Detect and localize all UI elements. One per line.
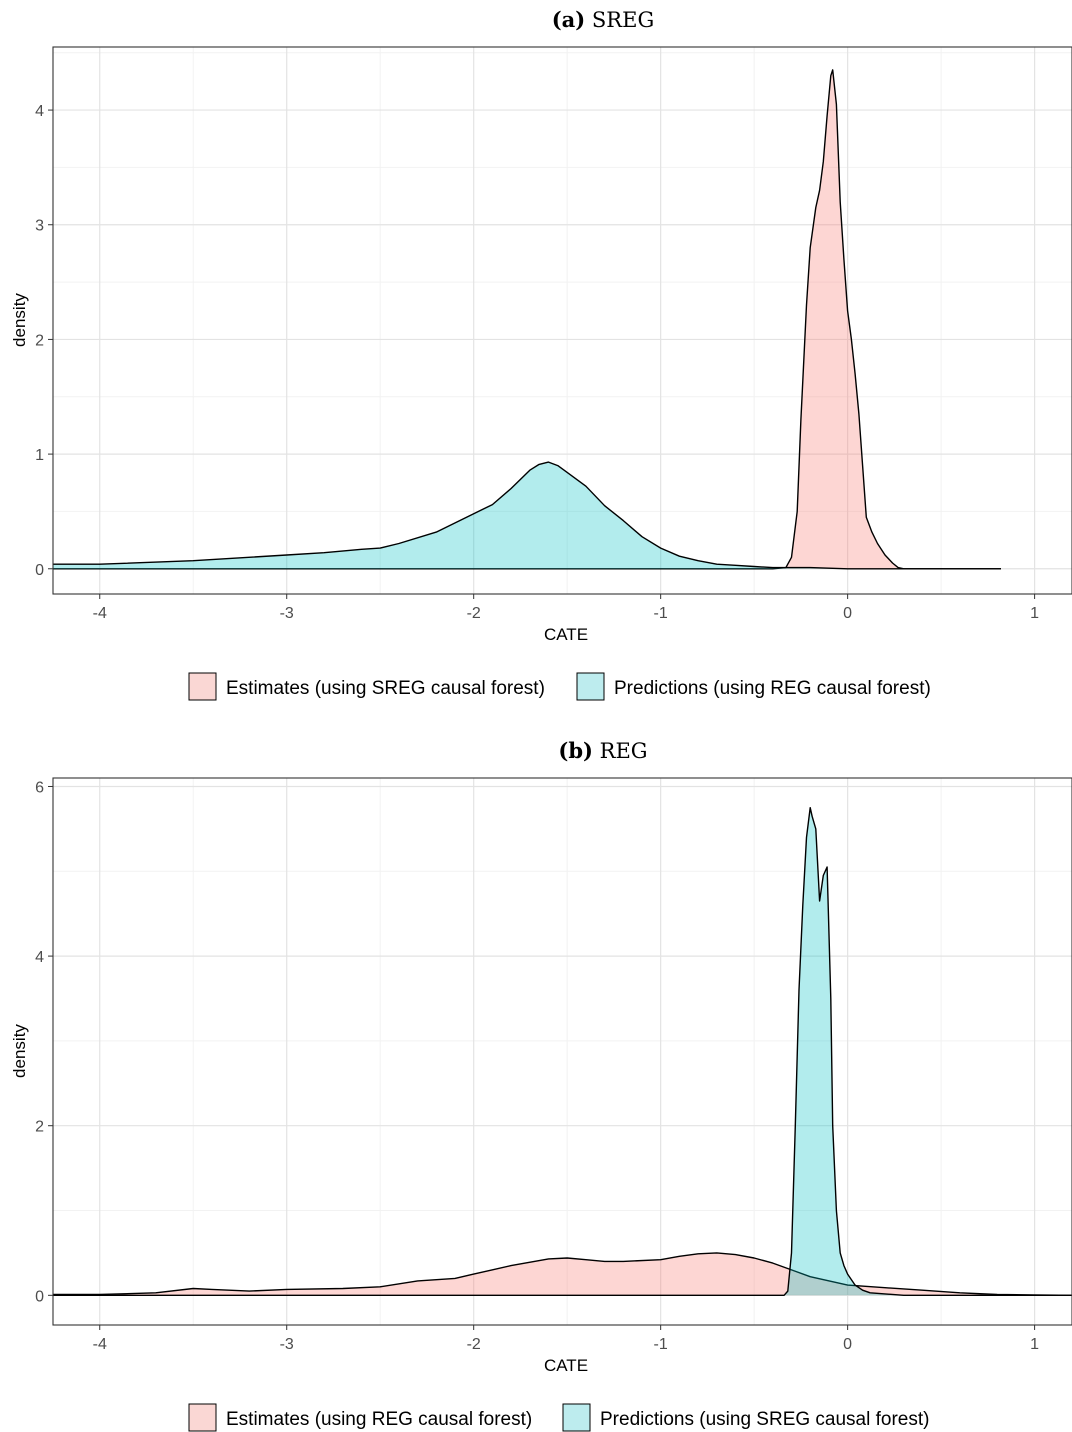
y-tick-label: 0	[35, 562, 44, 579]
panel-title: (a) SREG	[552, 7, 654, 32]
x-tick-label: 1	[1030, 605, 1039, 622]
legend-label-estimates: Estimates (using SREG causal forest)	[226, 678, 545, 699]
y-tick-label: 4	[35, 949, 44, 966]
x-tick-label: 0	[843, 1336, 852, 1353]
plot-border	[52, 46, 1072, 595]
y-axis-title: density	[10, 293, 29, 347]
plot-area	[53, 47, 1072, 594]
density-line-series-1	[53, 1252, 1072, 1296]
x-tick-label: -2	[467, 1336, 481, 1353]
legend: Estimates (using REG causal forest) Pred…	[188, 1403, 929, 1432]
legend-swatch-estimates	[188, 672, 217, 701]
density-area-series-1	[53, 69, 1001, 569]
y-axis-ticks: 0 1 2 3 4	[35, 103, 53, 579]
y-tick-label: 6	[35, 779, 44, 796]
legend-swatch-predictions	[562, 1403, 591, 1432]
density-line-series-2	[53, 461, 1001, 570]
legend-label-predictions: Predictions (using SREG causal forest)	[600, 1409, 929, 1430]
x-tick-label: 0	[843, 605, 852, 622]
panel-title-text: REG	[600, 739, 648, 763]
x-tick-label: -1	[654, 1336, 668, 1353]
x-tick-label: 1	[1030, 1336, 1039, 1353]
legend-swatch-predictions	[576, 672, 605, 701]
y-tick-label: 1	[35, 447, 44, 464]
x-tick-label: -3	[280, 1336, 294, 1353]
legend-label-predictions: Predictions (using REG causal forest)	[614, 678, 931, 699]
x-axis-title: CATE	[544, 1356, 588, 1375]
x-tick-label: -3	[280, 605, 294, 622]
density-line-series-1	[53, 69, 1001, 570]
x-tick-label: -2	[467, 605, 481, 622]
y-tick-label: 2	[35, 332, 44, 349]
panel-title-text: SREG	[592, 8, 654, 32]
grid	[53, 47, 1072, 594]
x-tick-label: -1	[654, 605, 668, 622]
density-area-series-2	[53, 462, 1001, 569]
plot-border	[52, 777, 1072, 1326]
x-axis-ticks: -4 -3 -2 -1 0 1	[93, 594, 1039, 622]
legend-swatch-estimates	[188, 1403, 217, 1432]
density-area-series-1	[53, 1252, 1072, 1296]
density-areas	[53, 69, 1001, 570]
y-axis-ticks: 0 2 4 6	[35, 779, 53, 1305]
x-axis-title: CATE	[544, 625, 588, 644]
panel-reg: (b) REG -4 -3 -2 -1 0 1 0 2 4 6 CATE density Est…	[10, 738, 1072, 1432]
plot-area	[53, 778, 1072, 1325]
y-tick-label: 4	[35, 103, 44, 120]
panel-label: (b)	[558, 738, 593, 763]
x-tick-label: -4	[93, 1336, 107, 1353]
y-axis-title: density	[10, 1024, 29, 1078]
panel-label: (a)	[552, 7, 585, 32]
grid	[53, 778, 1072, 1325]
density-area-series-2	[53, 807, 1072, 1296]
y-tick-label: 0	[35, 1288, 44, 1305]
panel-sreg: (a) SREG -4 -3 -2 -1 0 1 0 1 2 3 4 CATE density E…	[10, 7, 1072, 701]
density-areas	[53, 807, 1072, 1296]
y-tick-label: 2	[35, 1119, 44, 1136]
density-line-series-2	[53, 807, 1072, 1296]
x-tick-label: -4	[93, 605, 107, 622]
legend: Estimates (using SREG causal forest) Pre…	[188, 672, 931, 701]
panel-title: (b) REG	[558, 738, 647, 763]
y-tick-label: 3	[35, 218, 44, 235]
x-axis-ticks: -4 -3 -2 -1 0 1	[93, 1325, 1039, 1353]
legend-label-estimates: Estimates (using REG causal forest)	[226, 1409, 532, 1430]
